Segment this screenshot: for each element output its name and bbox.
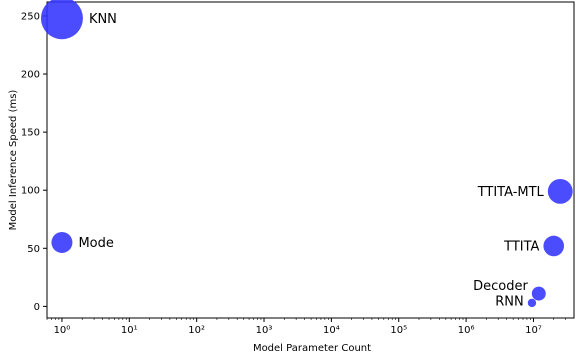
plot-area xyxy=(46,1,575,319)
point-label: TTITA-MTL xyxy=(477,185,545,200)
x-tick-label: 10⁶ xyxy=(458,325,475,336)
x-axis-label: Model Parameter Count xyxy=(253,343,371,354)
x-tick-label: 10¹ xyxy=(121,325,138,336)
axis-ticks: 10⁰ 10¹ 10² 10³ 10⁴ 10⁵ 10⁶ 10⁷ 0 50 100 150 200 250 xyxy=(21,11,566,336)
y-tick-label: 200 xyxy=(21,70,40,81)
data-point xyxy=(40,0,83,40)
x-tick-label: 10⁰ xyxy=(54,325,71,336)
y-tick-label: 150 xyxy=(21,128,40,139)
y-tick-label: 0 xyxy=(34,302,40,313)
x-tick-label: 10² xyxy=(188,325,205,336)
x-tick-label: 10⁷ xyxy=(525,325,542,336)
data-point xyxy=(527,298,537,308)
data-point xyxy=(51,231,73,253)
point-label: Mode xyxy=(78,236,113,251)
data-point xyxy=(547,178,573,204)
data-point xyxy=(531,286,546,301)
y-tick-label: 50 xyxy=(27,244,40,255)
y-axis-label: Model Inference Speed (ms) xyxy=(8,90,19,231)
point-label: TTITA xyxy=(503,239,539,254)
data-point xyxy=(543,235,565,257)
point-label: RNN xyxy=(495,294,523,309)
point-label: KNN xyxy=(89,12,117,27)
x-tick-label: 10⁴ xyxy=(323,325,340,336)
x-tick-label: 10⁵ xyxy=(390,325,407,336)
y-tick-label: 100 xyxy=(21,186,40,197)
data-points xyxy=(40,0,573,308)
point-label: Decoder xyxy=(473,279,528,294)
y-tick-label: 250 xyxy=(21,11,40,22)
x-tick-label: 10³ xyxy=(256,325,273,336)
